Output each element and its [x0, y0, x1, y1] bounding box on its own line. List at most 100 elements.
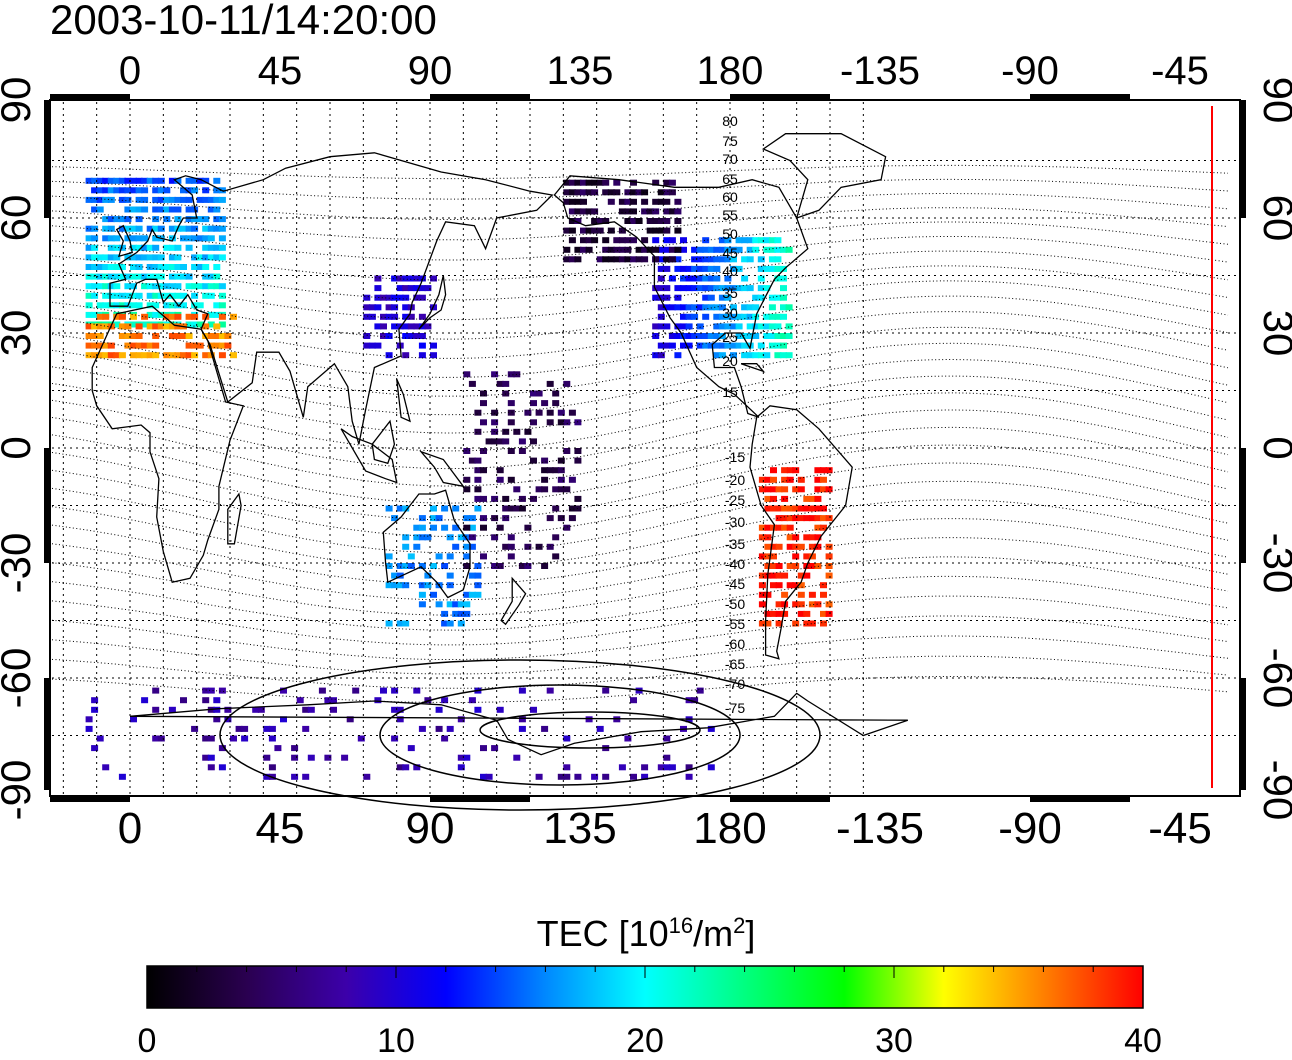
tec-cell — [430, 591, 437, 598]
contour-line — [51, 595, 1229, 646]
tec-cell — [775, 515, 783, 522]
tec-cell — [124, 235, 132, 242]
timestamp-title: 2003-10-11/14:20:00 — [50, 0, 437, 43]
tec-cell — [746, 333, 754, 339]
tec-cell — [218, 292, 226, 299]
tec-cell — [770, 553, 777, 560]
tec-cell — [418, 313, 426, 320]
tec-cell — [124, 283, 132, 290]
tec-cell — [792, 467, 800, 474]
tec-cell — [781, 495, 789, 502]
tec-cell — [825, 543, 833, 550]
tec-cell — [385, 304, 393, 311]
tec-cell — [803, 610, 811, 617]
tec-cell — [141, 196, 149, 203]
tec-cell — [585, 179, 593, 186]
tec-cell — [418, 582, 426, 589]
tec-cell — [764, 610, 772, 617]
tec-cell — [574, 218, 582, 224]
contour-label-south: -20 — [725, 472, 745, 488]
tec-cell — [780, 342, 787, 349]
tec-cell — [468, 515, 476, 522]
tec-cell — [702, 333, 710, 339]
tec-cell — [91, 745, 99, 752]
tec-cell — [707, 256, 715, 263]
tec-cell — [180, 302, 187, 309]
tec-cell — [113, 235, 121, 242]
tec-cell — [130, 321, 137, 328]
tec-cell — [385, 313, 393, 320]
tec-cell — [568, 256, 576, 263]
tec-cell — [118, 187, 126, 194]
tec-cell — [780, 285, 787, 292]
tec-cell — [785, 304, 793, 311]
tec-cell — [652, 352, 660, 359]
tec-cell — [291, 745, 299, 752]
tec-cell — [775, 524, 783, 531]
tec-cell — [402, 543, 410, 550]
tec-cell — [391, 572, 399, 579]
tec-cell — [174, 177, 182, 184]
tec-cell — [646, 227, 654, 234]
tec-cell — [663, 256, 671, 263]
tec-cell — [820, 582, 827, 589]
tec-cell — [808, 553, 816, 560]
tec-cell — [630, 189, 637, 196]
tec-cell — [763, 285, 771, 292]
tec-cell — [685, 764, 693, 771]
tec-cell — [657, 265, 665, 272]
tec-cell — [391, 582, 399, 589]
tec-cell — [702, 275, 710, 282]
contour-line — [51, 164, 1229, 180]
tec-cell — [764, 495, 772, 502]
tec-cell — [396, 294, 404, 301]
tec-cell — [764, 543, 772, 550]
tec-cell — [781, 515, 789, 522]
tec-cell — [668, 764, 676, 771]
tec-cell — [102, 196, 110, 203]
tec-cell — [430, 515, 437, 522]
coastline-australia — [382, 489, 471, 599]
tec-cell — [746, 352, 754, 359]
contour-label-south: -40 — [725, 556, 745, 572]
tec-cell — [413, 687, 421, 694]
tec-cell — [502, 515, 510, 522]
tec-cell — [213, 283, 221, 290]
tec-cell — [735, 333, 743, 339]
tec-cell — [413, 275, 421, 282]
left-lat-label: 60 — [0, 195, 39, 242]
tec-cell — [680, 246, 687, 253]
bottom-lon-label: -90 — [998, 804, 1062, 853]
tec-cell — [102, 764, 110, 771]
tec-cell — [657, 313, 665, 320]
tec-cell — [674, 294, 682, 301]
tec-cell — [657, 246, 665, 253]
tec-cell — [758, 476, 766, 483]
tec-cell — [118, 333, 126, 339]
tec-cell — [735, 323, 743, 330]
tec-cell — [480, 448, 487, 454]
tec-cell — [152, 687, 160, 694]
tec-cell — [491, 515, 499, 522]
tec-cell — [207, 764, 215, 771]
tec-cell — [391, 323, 399, 330]
tec-cell — [663, 764, 671, 771]
tec-cell — [552, 390, 560, 397]
tec-cell — [474, 409, 482, 416]
bottom-lon-label: 45 — [256, 804, 305, 853]
tec-cell — [763, 333, 771, 339]
tec-cell — [630, 697, 637, 704]
tec-cell — [596, 725, 604, 732]
tec-cell — [430, 563, 437, 569]
tec-cell — [768, 323, 776, 330]
contour-label-south: -30 — [725, 514, 745, 530]
tec-cell — [91, 206, 99, 213]
frame-tick-bars — [44, 94, 1246, 802]
tec-cell — [402, 352, 410, 359]
tec-cell — [546, 467, 554, 474]
tec-cell — [741, 304, 749, 311]
tec-cell — [413, 764, 421, 771]
tec-cell — [241, 735, 249, 742]
tec-cell — [713, 333, 721, 339]
tec-cell — [652, 237, 660, 244]
